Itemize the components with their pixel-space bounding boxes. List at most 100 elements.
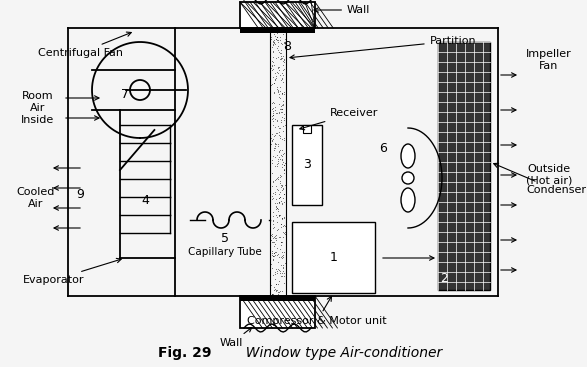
Point [280,260,289,266]
Point [275,212,284,218]
Point [274,251,283,257]
Point [273,156,282,162]
Point [272,29,282,34]
Point [271,197,281,203]
Bar [240,296,315,328]
Point [276,199,285,204]
Point [276,184,285,190]
Point [279,252,288,258]
Point [274,143,283,149]
Point [278,234,288,240]
Point [278,186,288,192]
Point [274,290,284,295]
Point [269,145,279,151]
Point [272,200,282,206]
Point [279,170,289,175]
Point [269,253,279,259]
Point [279,159,288,165]
Point [275,213,284,219]
Point [272,161,282,167]
Point [276,182,286,188]
Text: Cooled
Air: Cooled Air [17,187,55,209]
Point [273,45,282,51]
Point [275,50,285,56]
Point [271,116,280,122]
Point [272,252,282,258]
Point [268,106,277,112]
Point [278,72,288,78]
Point [277,75,286,81]
Point [272,110,282,116]
Point [271,36,281,41]
Point [279,57,288,63]
Point [274,195,284,201]
Point [278,123,288,129]
Point [272,34,282,40]
Point [274,158,283,164]
Point [266,82,276,88]
Point [270,141,279,147]
Point [268,256,277,262]
Text: 9: 9 [76,189,84,201]
Point [269,209,278,215]
Point [269,284,278,290]
Point [268,27,278,33]
Point [272,287,281,292]
Point [274,44,283,50]
Text: 5: 5 [221,232,229,244]
Point [268,257,278,262]
Point [271,269,280,275]
Point [266,66,276,72]
Point [271,276,280,282]
Point [278,253,287,259]
Point [267,233,276,239]
Point [273,39,282,45]
Point [280,163,289,168]
Point [280,28,289,33]
Point [278,265,287,270]
Point [273,141,282,147]
Point [273,64,282,70]
Point [268,74,278,80]
Point [272,237,281,243]
Point [272,227,282,233]
Point [268,105,277,111]
Point [268,232,277,237]
Point [266,282,276,288]
Point [268,63,277,69]
Point [278,68,288,73]
Point [277,135,286,141]
Point [274,88,283,94]
Point [268,38,277,44]
Point [279,88,289,94]
Point [280,56,289,62]
Point [272,206,282,211]
Point [274,87,283,92]
Point [273,65,282,70]
Ellipse shape [401,144,415,168]
Point [271,76,280,82]
Point [278,223,287,229]
Point [277,157,286,163]
Point [267,291,276,297]
Point [278,264,288,270]
Point [271,233,280,239]
Text: Centrifugal Fan: Centrifugal Fan [38,32,131,58]
Point [267,138,276,144]
Text: 2: 2 [440,272,448,284]
Point [277,110,286,116]
Point [277,76,286,82]
Point [274,266,283,272]
Point [267,252,276,258]
Point [275,147,285,153]
Point [278,183,287,189]
Point [275,110,284,116]
Point [276,103,286,109]
Point [279,167,288,173]
Point [267,100,276,106]
Point [266,141,276,147]
Point [272,249,281,255]
Point [275,109,284,115]
Point [273,86,282,92]
Point [276,119,286,124]
